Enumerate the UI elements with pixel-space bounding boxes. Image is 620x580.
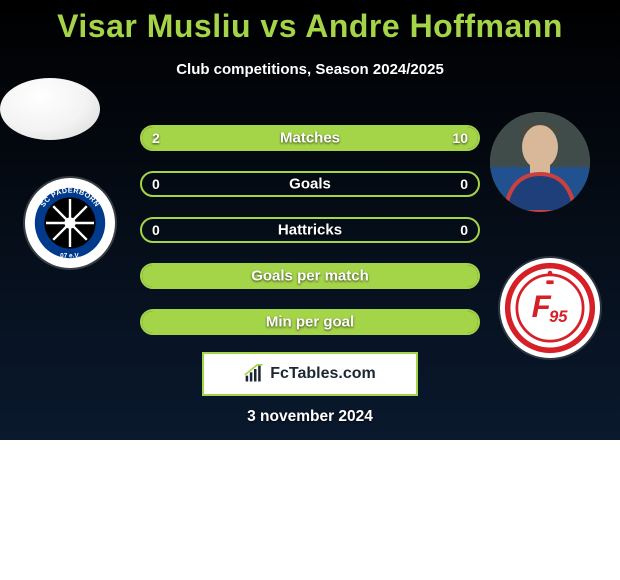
stat-label: Min per goal [142, 314, 478, 331]
player-right-photo-icon [490, 112, 590, 212]
page-title: Visar Musliu vs Andre Hoffmann [0, 0, 620, 45]
date-text: 3 november 2024 [0, 408, 620, 426]
stat-label: Goals [142, 176, 478, 193]
stat-row-hattricks: 0 Hattricks 0 [140, 217, 480, 243]
stat-right-value: 0 [460, 176, 468, 192]
subtitle: Club competitions, Season 2024/2025 [0, 61, 620, 78]
svg-text:95: 95 [549, 307, 568, 326]
stat-right-value: 10 [452, 130, 468, 146]
stat-label: Matches [142, 130, 478, 147]
comparison-canvas: Visar Musliu vs Andre Hoffmann Club comp… [0, 0, 620, 440]
stat-label: Hattricks [142, 222, 478, 239]
watermark-badge: FcTables.com [202, 352, 418, 396]
stat-right-value: 0 [460, 222, 468, 238]
club-left-logo: SC PADERBORN 07 e.V. [25, 178, 115, 268]
player-left-avatar [0, 78, 100, 140]
stat-row-min-per-goal: Min per goal [140, 309, 480, 335]
player-right-avatar [490, 112, 590, 212]
stat-row-goals-per-match: Goals per match [140, 263, 480, 289]
paderborn-logo-icon: SC PADERBORN 07 e.V. [30, 183, 110, 263]
stat-row-matches: 2 Matches 10 [140, 125, 480, 151]
svg-text:07 e.V.: 07 e.V. [60, 252, 80, 259]
club-right-logo: F 95 [500, 258, 600, 358]
stat-label: Goals per match [142, 268, 478, 285]
stats-block: 2 Matches 10 0 Goals 0 0 Hattricks 0 Goa… [140, 125, 480, 355]
chart-icon [244, 364, 264, 384]
fortuna-logo-icon: F 95 [504, 262, 596, 354]
watermark-text: FcTables.com [270, 365, 376, 383]
stat-row-goals: 0 Goals 0 [140, 171, 480, 197]
